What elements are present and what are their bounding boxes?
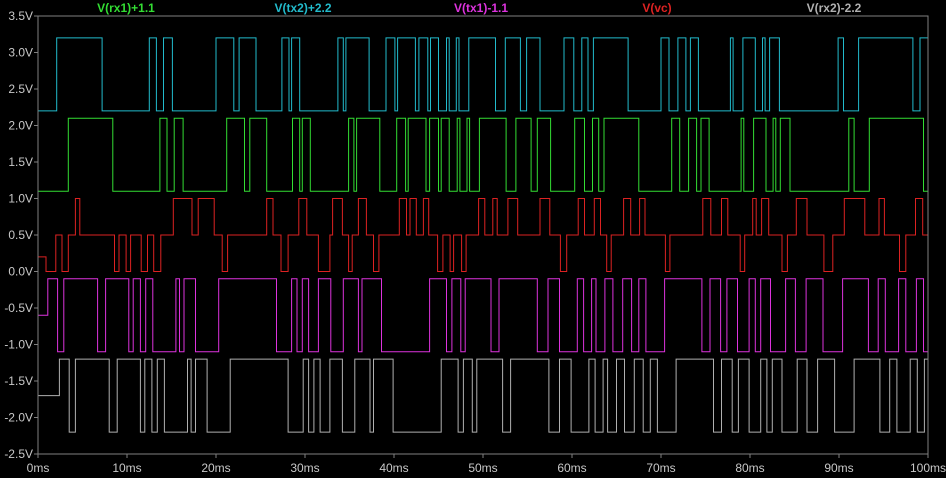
legend-v-tx2-2-2[interactable]: V(tx2)+2.2	[274, 1, 331, 15]
x-tick-label: 40ms	[379, 461, 408, 475]
legend-v-tx1-1-1[interactable]: V(tx1)-1.1	[454, 1, 508, 15]
trace-layer	[38, 37, 929, 433]
x-tick-label: 10ms	[112, 461, 141, 475]
y-tick-label: 0.0V	[8, 265, 33, 279]
y-tick-label: -1.5V	[4, 374, 33, 388]
x-tick-label: 90ms	[824, 461, 853, 475]
x-axis: 0ms 10ms 20ms 30ms 40ms 50ms 60ms 70ms 80ms 90ms 1…	[27, 454, 946, 475]
y-tick-label: 1.5V	[8, 155, 33, 169]
y-tick-label: -2.0V	[4, 411, 33, 425]
x-tick-label: 100ms	[910, 461, 946, 475]
legend: V(rx1)+1.1 V(tx2)+2.2 V(tx1)-1.1 V(vc) V(rx2…	[97, 1, 862, 15]
y-tick-label: 0.5V	[8, 228, 33, 242]
y-axis: 3.5V 3.0V 2.5V 2.0V 1.5V 1.0V 0.5V 0.0V -0.5V -1.…	[4, 9, 38, 461]
x-tick-label: 60ms	[557, 461, 586, 475]
x-tick-label: 50ms	[468, 461, 497, 475]
x-tick-label: 20ms	[201, 461, 230, 475]
trace-v-rx2-2-2	[38, 358, 928, 433]
y-tick-label: -2.5V	[4, 447, 33, 461]
x-tick-label: 80ms	[735, 461, 764, 475]
x-tick-label: 30ms	[290, 461, 319, 475]
legend-v-vc[interactable]: V(vc)	[642, 1, 671, 15]
y-tick-label: 2.0V	[8, 119, 33, 133]
y-tick-label: 1.0V	[8, 192, 33, 206]
trace-v-tx1-1-1	[38, 278, 928, 353]
y-tick-label: -0.5V	[4, 301, 33, 315]
trace-v-tx2-2-2	[38, 37, 928, 112]
y-tick-label: 2.5V	[8, 82, 33, 96]
y-tick-label: 3.0V	[8, 46, 33, 60]
legend-v-rx1-1-1[interactable]: V(rx1)+1.1	[97, 1, 155, 15]
legend-v-rx2-2-2[interactable]: V(rx2)-2.2	[807, 1, 862, 15]
y-tick-label: -1.0V	[4, 338, 33, 352]
trace-v-vc	[38, 198, 928, 272]
y-tick-label: 3.5V	[8, 9, 33, 23]
x-tick-label: 0ms	[27, 461, 50, 475]
trace-v-rx1-1-1	[38, 117, 929, 192]
x-tick-label: 70ms	[646, 461, 675, 475]
